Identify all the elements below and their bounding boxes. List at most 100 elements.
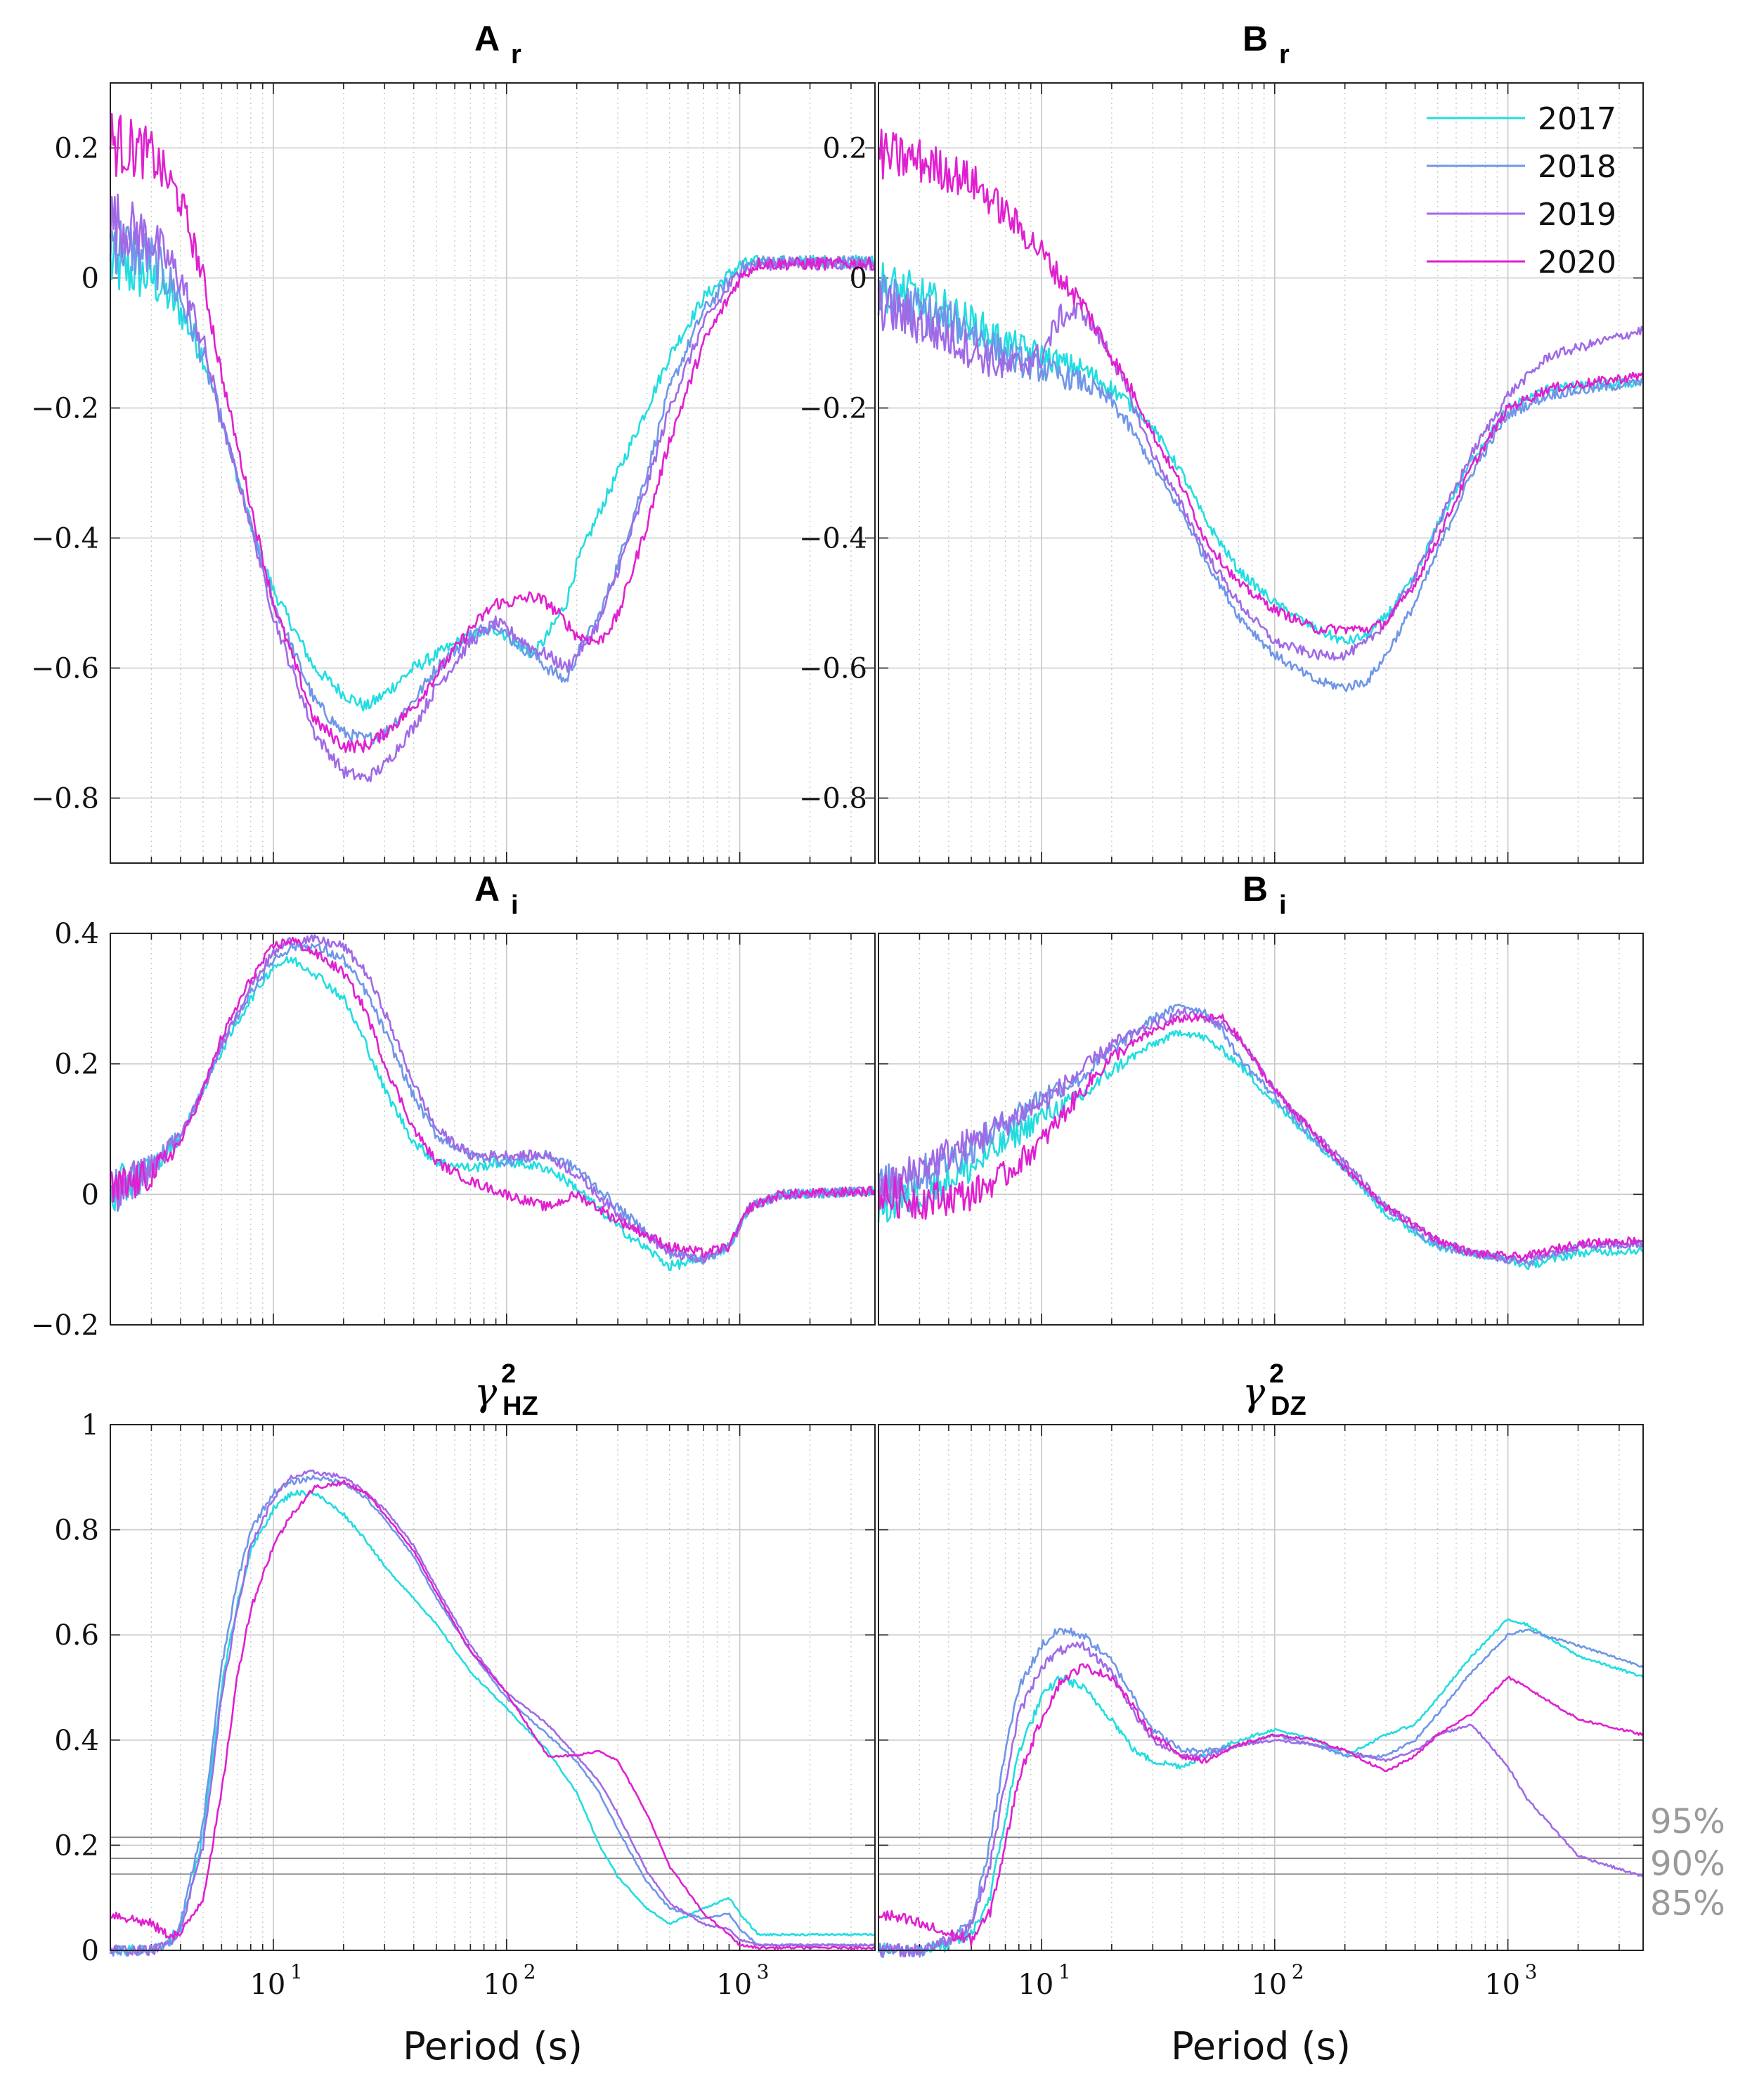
y-tick-label: 0 [82,1935,99,1967]
series-line-2020 [109,936,876,1258]
grid [110,83,875,863]
panel-title-subscript: i [511,890,519,920]
axes-frame [110,82,876,864]
series-line-2017 [877,262,1644,645]
series-line-2020 [109,112,876,753]
series-line-2020 [110,1479,876,1950]
x-tick-exponent: 2 [524,1960,536,1983]
series-line-2018 [109,940,876,1265]
x-axis-label: Period (s) [403,2024,583,2068]
y-tick-label: −0.6 [799,653,867,685]
y-tick-label: −0.8 [799,783,867,815]
series-line-2018 [877,274,1644,692]
panel-title-subscript: DZ [1271,1392,1306,1421]
series-line-2017 [109,231,876,712]
series-line-2018 [109,220,876,745]
y-tick-label: 0 [82,1179,99,1211]
legend-label-2019: 2019 [1538,197,1616,233]
x-axis-label: Period (s) [1171,2024,1351,2068]
y-tick-label: 0 [82,263,99,295]
series-line-2018 [109,1475,876,1957]
panel-title: B [1243,19,1268,58]
grid [878,1424,1643,1951]
y-tick-label: 1 [82,1409,99,1442]
y-tick-label: 0.8 [54,1515,99,1547]
series-line-2017 [877,1618,1645,1957]
significance-label: 90% [1650,1844,1725,1884]
significance-label: 85% [1650,1884,1725,1924]
x-tick-label: 10 [716,1969,752,2001]
y-tick-label: 0.2 [54,1049,99,1081]
series-line-2017 [109,956,876,1271]
grid [110,1424,875,1951]
y-tick-label: −0.2 [31,393,99,425]
panel-title: B [1243,869,1268,909]
panel-Ai: 0.4 0.2 0 −0.2 A i [31,869,876,1342]
x-tick-exponent: 3 [1525,1960,1538,1983]
y-tick-label: 0.4 [54,1725,99,1757]
x-tick-label: 10 [483,1969,519,2001]
series-line-2017 [110,1489,876,1957]
y-tick-label: 0 [850,263,867,295]
y-tick-label: 0.2 [54,1829,99,1862]
series-line-2017 [877,1030,1644,1271]
legend-label-2020: 2020 [1538,245,1616,280]
panel-title: A [474,19,500,58]
axes-frame [110,933,876,1326]
x-tick-label: 10 [249,1969,285,2001]
y-tick-label: −0.2 [31,1309,99,1342]
x-tick-exponent: 1 [290,1960,303,1983]
grid [110,933,875,1326]
x-tick-label: 10 [1018,1969,1053,2001]
y-tick-label: −0.2 [799,393,867,425]
y-tick-label: 0.6 [54,1619,99,1652]
series-line-2020 [877,129,1645,635]
panel-title-subscript: r [1279,40,1290,70]
y-tick-label: −0.4 [799,523,867,555]
panels: 0.2 0 −0.2 −0.4 −0.6 −0.8 A r 0.2 0 −0.2 −0.4 −0.6 −0… [31,19,1725,2068]
y-tick-label: −0.6 [31,653,99,685]
series-line-2018 [878,1627,1644,1959]
x-tick-exponent: 3 [757,1960,770,1983]
axes-frame [110,1424,876,1951]
panel-title-superscript: 2 [501,1359,516,1389]
y-tick-label: 0.2 [54,133,99,165]
y-tick-label: 0.4 [54,918,99,950]
panel-Br: 0.2 0 −0.2 −0.4 −0.6 −0.8 B r 2017 2018 2019 2020 [799,19,1645,864]
series-line-2020 [877,1013,1644,1262]
panel-title-subscript: HZ [502,1392,538,1421]
x-tick-exponent: 1 [1058,1960,1071,1983]
x-tick-label: 10 [1251,1969,1287,2001]
panel-title-subscript: i [1279,890,1287,920]
axes-frame [878,82,1644,864]
legend: 2017 2018 2019 2020 [1427,101,1616,280]
panel-title: A [474,869,500,909]
x-tick-label: 10 [1484,1969,1520,2001]
grid [878,83,1643,863]
series-line-2019 [109,1469,876,1957]
panel-title-subscript: r [511,40,521,70]
series-line-2018 [877,1004,1645,1267]
legend-label-2017: 2017 [1538,101,1616,137]
series-line-2019 [878,1641,1644,1957]
y-tick-label: −0.4 [31,523,99,555]
legend-label-2018: 2018 [1538,149,1616,185]
axes-frame [878,933,1644,1326]
axes-frame [878,1424,1644,1951]
panel-title: γ [474,1370,498,1414]
significance-label: 95% [1650,1802,1725,1841]
y-tick-label: 0.2 [822,133,867,165]
series-line-2020 [878,1663,1644,1947]
x-tick-exponent: 2 [1292,1960,1304,1983]
series-line-2019 [109,193,876,783]
series-line-2019 [877,280,1645,661]
panel-Ar: 0.2 0 −0.2 −0.4 −0.6 −0.8 A r [31,19,876,864]
series-line-2019 [877,1007,1644,1264]
series-line-2019 [110,934,876,1264]
panel-title-superscript: 2 [1269,1359,1284,1389]
y-tick-label: −0.8 [31,783,99,815]
